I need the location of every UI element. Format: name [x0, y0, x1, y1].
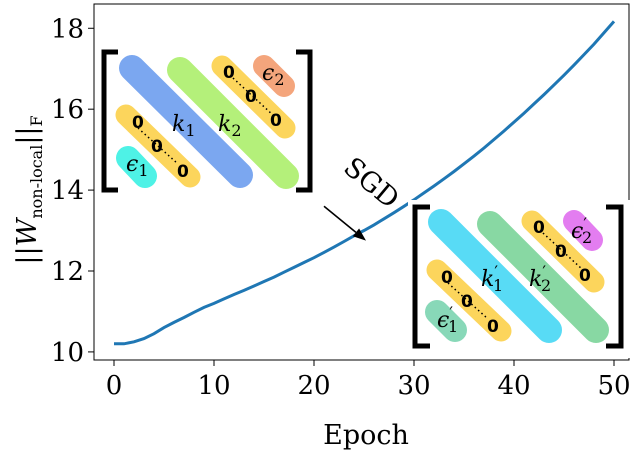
x-tick-label: 20 — [297, 371, 330, 401]
zero-dots-upper — [232, 77, 275, 117]
label-eps-top: ϵ′ 2 — [571, 214, 592, 247]
y-tick-label: 16 — [51, 95, 84, 125]
zero-label: 0 — [487, 317, 499, 337]
zero-label: 0 — [461, 292, 473, 312]
zero-label: 0 — [270, 111, 282, 131]
label-k-main: k1 — [172, 112, 196, 140]
zero-dots-upper — [542, 232, 584, 271]
bracket-left — [412, 204, 430, 349]
axes-frame — [93, 3, 630, 361]
x-tick-label: 30 — [397, 371, 430, 401]
series-line — [114, 20, 616, 346]
label-k-main: k′ 1 — [481, 262, 503, 295]
x-tick-label: 10 — [197, 371, 230, 401]
band-eps-bottom — [116, 146, 157, 188]
x-tick-label: 0 — [106, 371, 123, 401]
x-tick-label: 40 — [497, 371, 530, 401]
y-label-sub: non-local — [27, 145, 46, 219]
ticks: 0 10 20 30 40 50 10 12 14 16 18 — [51, 14, 631, 401]
y-axis-label: ||Wnon-local||F — [12, 115, 46, 264]
y-tick-label: 10 — [51, 338, 84, 368]
label-k-second: k′ 2 — [529, 262, 551, 295]
band-eps-top — [253, 55, 295, 97]
y-label-norm-open: || — [12, 246, 43, 264]
svg-text:||Wnon-local||F: ||Wnon-local||F — [12, 115, 46, 264]
zero-label: 0 — [441, 268, 453, 288]
inset-trained-matrix: 0 0 0 0 0 0 k′ 1 k′ 2 ϵ′ 1 ϵ′ 2 — [408, 200, 634, 358]
sgd-arrow — [323, 205, 357, 234]
bracket-right — [296, 49, 313, 193]
zero-label: 0 — [132, 113, 144, 133]
band-k-main — [119, 55, 253, 188]
y-tick-label: 12 — [51, 257, 84, 287]
zero-label: 0 — [533, 218, 545, 238]
label-eps-bottom: ϵ1 — [126, 152, 149, 180]
zero-label: 0 — [245, 87, 257, 107]
sgd-arrow-head — [352, 228, 366, 241]
bracket-right — [606, 204, 624, 349]
label-k-second: k2 — [218, 112, 242, 140]
bracket-left — [101, 49, 118, 193]
x-axis-label: Epoch — [323, 420, 409, 451]
zero-label: 0 — [555, 242, 567, 262]
band-zero-lower — [115, 104, 201, 188]
zero-label: 0 — [223, 63, 235, 83]
sgd-label: SGD — [338, 152, 405, 215]
zero-label: 0 — [151, 137, 163, 157]
band-eps-top — [563, 210, 603, 251]
band-zero-lower — [426, 259, 512, 342]
band-k-main — [428, 209, 562, 343]
label-eps-top: ϵ2 — [262, 61, 285, 89]
y-tick-label: 18 — [51, 14, 84, 44]
sgd-annotation: SGD — [323, 152, 405, 241]
y-label-base: W — [12, 216, 43, 246]
inset-initial-matrix: 0 0 0 0 0 0 k1 k2 ϵ1 ϵ2 — [100, 40, 320, 195]
zero-label: 0 — [579, 266, 591, 286]
x-tick-label: 50 — [597, 371, 630, 401]
zero-label: 0 — [177, 162, 189, 182]
y-tick-label: 14 — [51, 176, 84, 206]
axes-border — [93, 3, 630, 361]
y-label-norm-sub: F — [27, 115, 46, 126]
band-k-second — [477, 211, 609, 343]
band-k-second — [167, 57, 299, 189]
label-eps-bottom: ϵ′ 1 — [437, 303, 458, 336]
band-eps-bottom — [425, 300, 467, 342]
y-label-norm-close: || — [12, 126, 43, 144]
